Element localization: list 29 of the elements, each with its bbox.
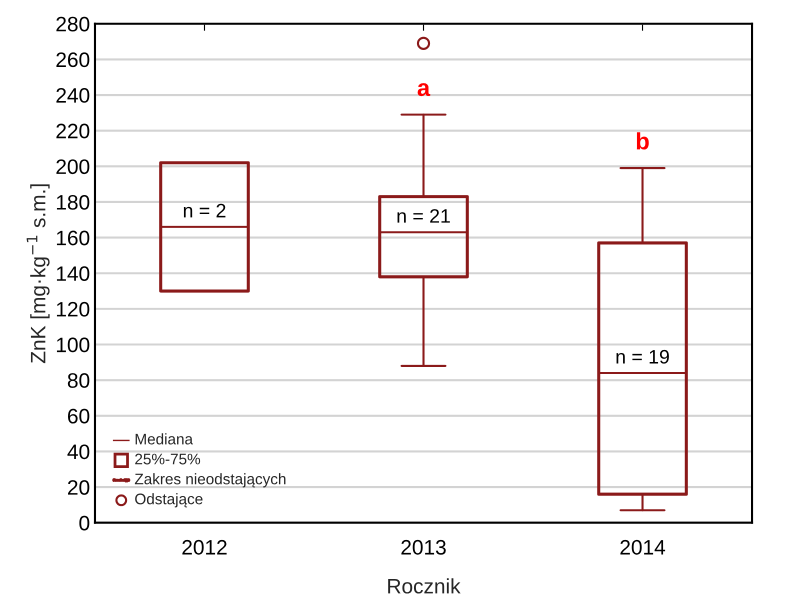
y-tick-label: 240 <box>56 88 90 103</box>
annotation: n = 21 <box>398 209 450 223</box>
x-tick-label: 2014 <box>620 540 666 555</box>
y-tick-label: 260 <box>56 52 90 68</box>
y-tick-label: 180 <box>56 194 90 210</box>
y-tick-label: 140 <box>56 266 90 281</box>
y-tick-label: 200 <box>56 159 90 174</box>
y-tick-label: 160 <box>56 230 90 246</box>
y-tick-label: 120 <box>56 302 90 317</box>
y-tick-label: 20 <box>68 480 90 495</box>
x-tick-label: 2012 <box>182 540 227 555</box>
annotation: 25%-75% <box>135 454 200 464</box>
y-axis-title: ZnK [mg·kg$^{−1}$ s.m.] <box>26 184 50 364</box>
y-tick-label: 80 <box>68 373 90 388</box>
y-tick-label: 0 <box>79 516 90 530</box>
y-tick-label: 100 <box>56 338 90 352</box>
annotation: Zakres nieodstających <box>134 473 286 488</box>
annotation: b <box>636 132 649 150</box>
x-tick-label: 2013 <box>401 540 446 555</box>
y-tick-label: 40 <box>67 444 90 460</box>
x-axis-title: Rocznik <box>388 578 461 594</box>
y-tick-label: 60 <box>68 408 90 424</box>
y-tick-label: 220 <box>56 124 90 138</box>
annotation: a <box>418 83 430 96</box>
annotation: Mediana <box>136 433 194 444</box>
annotation: n = 2 <box>184 204 226 218</box>
y-tick-label: 280 <box>56 16 90 32</box>
annotation: Odstające <box>135 493 203 508</box>
annotation: n = 19 <box>616 350 669 364</box>
